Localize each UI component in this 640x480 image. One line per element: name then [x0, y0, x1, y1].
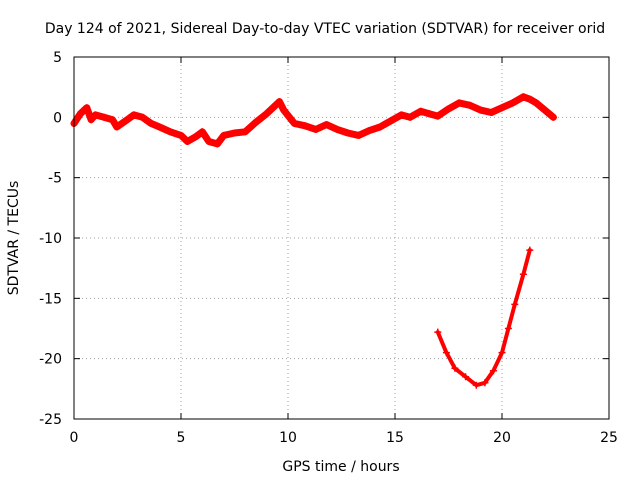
- data-point: [76, 110, 84, 118]
- data-point: [91, 111, 99, 119]
- data-point: [83, 104, 91, 112]
- y-tick-label: -10: [39, 231, 62, 247]
- data-point: [192, 133, 200, 141]
- data-point: [231, 129, 238, 137]
- data-point: [462, 373, 470, 381]
- data-point: [312, 125, 320, 133]
- data-point: [220, 131, 228, 139]
- data-point: [156, 123, 164, 131]
- data-point: [509, 99, 517, 107]
- x-tick-label: 5: [177, 430, 186, 446]
- data-point: [417, 107, 425, 115]
- chart-title: Day 124 of 2021, Sidereal Day-to-day VTE…: [45, 21, 605, 37]
- data-point: [434, 112, 442, 120]
- data-point: [541, 106, 549, 114]
- data-point: [87, 116, 95, 124]
- data-point: [406, 113, 414, 121]
- data-point: [275, 98, 283, 106]
- y-tick-label: -15: [39, 291, 62, 307]
- data-point: [472, 381, 480, 389]
- data-point: [269, 104, 277, 112]
- x-tick-label: 0: [70, 430, 79, 446]
- data-point: [526, 246, 534, 254]
- y-axis-label: SDTVAR / TECUs: [6, 181, 22, 296]
- data-point: [489, 367, 497, 375]
- data-point: [481, 379, 489, 387]
- data-point: [166, 128, 174, 136]
- data-point: [355, 131, 363, 139]
- data-point: [147, 119, 155, 127]
- x-tick-label: 25: [600, 430, 618, 446]
- data-point: [445, 105, 452, 113]
- y-tick-label: -5: [48, 171, 62, 187]
- data-point: [519, 270, 527, 278]
- data-point: [205, 138, 213, 145]
- data-point: [121, 117, 129, 125]
- data-point: [177, 131, 185, 139]
- data-point: [241, 128, 249, 136]
- y-tick-label: 0: [53, 110, 62, 126]
- data-point: [504, 325, 512, 332]
- data-point: [511, 300, 519, 308]
- data-point: [466, 101, 474, 109]
- data-point: [477, 106, 485, 114]
- tick-labels: 0 5 10 15 20 25 -25 -20 -15 -10 -5 0 5: [39, 50, 618, 446]
- data-point: [213, 140, 221, 148]
- series-band: [435, 248, 532, 388]
- data-point: [333, 125, 341, 133]
- data-point: [183, 138, 191, 145]
- plot-frame: [73, 56, 610, 420]
- data-series: [70, 93, 557, 389]
- data-point: [263, 110, 271, 118]
- y-tick-label: -20: [39, 352, 62, 368]
- data-point: [323, 121, 330, 129]
- data-point: [434, 328, 442, 336]
- data-point: [526, 95, 534, 103]
- x-tick-label: 10: [279, 430, 297, 446]
- data-point: [252, 118, 260, 126]
- data-point: [344, 129, 352, 137]
- data-point: [442, 349, 450, 357]
- data-point: [130, 111, 138, 119]
- data-point: [425, 110, 433, 118]
- data-point: [532, 99, 540, 107]
- data-point: [198, 128, 206, 136]
- data-point: [549, 113, 557, 121]
- data-point: [455, 99, 463, 107]
- series-band: [70, 93, 557, 148]
- y-tick-label: -25: [39, 412, 62, 428]
- data-point: [290, 119, 298, 127]
- x-tick-label: 15: [386, 430, 404, 446]
- x-tick-label: 20: [493, 430, 511, 446]
- data-point: [100, 113, 108, 121]
- data-point: [451, 364, 459, 372]
- data-point: [301, 122, 309, 130]
- data-point: [487, 109, 495, 116]
- data-point: [519, 93, 527, 101]
- data-point: [498, 349, 506, 357]
- data-point: [280, 106, 288, 114]
- data-point: [376, 123, 384, 131]
- data-point: [139, 113, 146, 121]
- grid-lines: [74, 57, 609, 419]
- data-point: [397, 111, 405, 119]
- data-point: [109, 116, 116, 124]
- data-point: [365, 127, 373, 135]
- data-point: [113, 123, 121, 131]
- y-tick-label: 5: [53, 50, 62, 66]
- x-axis-label: GPS time / hours: [282, 459, 399, 475]
- data-point: [498, 104, 506, 112]
